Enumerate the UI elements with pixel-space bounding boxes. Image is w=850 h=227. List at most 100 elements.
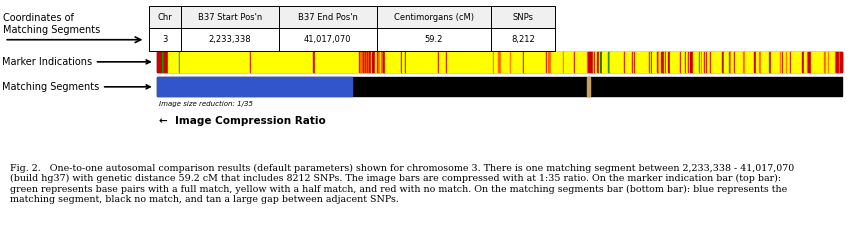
- Bar: [463, 52, 464, 72]
- Bar: [445, 52, 446, 72]
- Text: 2,233,338: 2,233,338: [208, 35, 252, 44]
- Bar: [514, 52, 515, 72]
- Bar: [240, 52, 241, 72]
- Bar: [428, 52, 430, 72]
- Bar: [432, 52, 434, 72]
- Bar: [568, 52, 569, 72]
- Bar: [341, 52, 342, 72]
- Bar: [781, 52, 782, 72]
- Bar: [245, 52, 246, 72]
- Bar: [738, 52, 739, 72]
- Bar: [602, 52, 604, 72]
- Bar: [589, 52, 591, 72]
- Bar: [682, 52, 683, 72]
- Bar: [484, 52, 485, 72]
- Bar: [532, 52, 534, 72]
- Bar: [186, 52, 187, 72]
- Bar: [632, 52, 634, 72]
- Bar: [378, 52, 380, 72]
- Bar: [766, 52, 768, 72]
- Bar: [157, 52, 158, 72]
- Bar: [489, 52, 490, 72]
- Bar: [491, 28, 555, 51]
- Bar: [511, 52, 512, 72]
- Bar: [357, 52, 358, 72]
- Bar: [553, 52, 554, 72]
- Text: Matching Segments: Matching Segments: [2, 82, 150, 92]
- Bar: [681, 52, 682, 72]
- Bar: [203, 52, 204, 72]
- Bar: [510, 52, 511, 72]
- Bar: [528, 52, 529, 72]
- Bar: [292, 52, 293, 72]
- Bar: [604, 52, 605, 72]
- Bar: [655, 52, 657, 72]
- Bar: [829, 52, 830, 72]
- Bar: [649, 52, 650, 72]
- Bar: [517, 52, 518, 72]
- Bar: [387, 52, 388, 72]
- Bar: [244, 52, 245, 72]
- Bar: [160, 52, 161, 72]
- Bar: [314, 52, 316, 72]
- Bar: [345, 52, 347, 72]
- Bar: [739, 52, 740, 72]
- Bar: [274, 52, 275, 72]
- Bar: [794, 52, 795, 72]
- Bar: [525, 52, 527, 72]
- Bar: [494, 52, 495, 72]
- Bar: [797, 52, 798, 72]
- Bar: [231, 52, 233, 72]
- Text: 3: 3: [162, 35, 167, 44]
- Bar: [651, 52, 652, 72]
- Bar: [278, 52, 280, 72]
- Bar: [487, 52, 488, 72]
- Bar: [305, 52, 307, 72]
- Bar: [287, 52, 288, 72]
- Bar: [157, 77, 352, 96]
- Text: Chr: Chr: [157, 12, 173, 22]
- Text: Coordinates of
Matching Segments: Coordinates of Matching Segments: [3, 13, 99, 35]
- Bar: [205, 52, 207, 72]
- Bar: [473, 52, 474, 72]
- Bar: [504, 52, 505, 72]
- Bar: [431, 52, 432, 72]
- Bar: [816, 52, 818, 72]
- Bar: [171, 52, 173, 72]
- Bar: [505, 52, 507, 72]
- Bar: [679, 52, 681, 72]
- Bar: [752, 52, 754, 72]
- Bar: [601, 52, 602, 72]
- Bar: [275, 52, 276, 72]
- Bar: [704, 52, 705, 72]
- Bar: [215, 52, 217, 72]
- Bar: [567, 52, 568, 72]
- Bar: [286, 52, 287, 72]
- Bar: [421, 52, 422, 72]
- Bar: [813, 52, 814, 72]
- Bar: [367, 52, 368, 72]
- Bar: [350, 52, 351, 72]
- Bar: [785, 52, 787, 72]
- Bar: [683, 52, 684, 72]
- Bar: [643, 52, 644, 72]
- Bar: [513, 52, 514, 72]
- Bar: [635, 52, 637, 72]
- Bar: [796, 52, 797, 72]
- Bar: [709, 52, 711, 72]
- Bar: [392, 52, 394, 72]
- Bar: [364, 52, 365, 72]
- Text: Centimorgans (cM): Centimorgans (cM): [394, 12, 474, 22]
- Bar: [629, 52, 631, 72]
- Bar: [745, 52, 747, 72]
- Bar: [624, 52, 625, 72]
- Bar: [382, 52, 383, 72]
- Bar: [457, 52, 458, 72]
- Bar: [175, 52, 177, 72]
- Bar: [620, 52, 621, 72]
- Bar: [647, 52, 648, 72]
- Bar: [178, 52, 179, 72]
- Bar: [490, 52, 491, 72]
- Bar: [612, 52, 614, 72]
- Bar: [280, 52, 281, 72]
